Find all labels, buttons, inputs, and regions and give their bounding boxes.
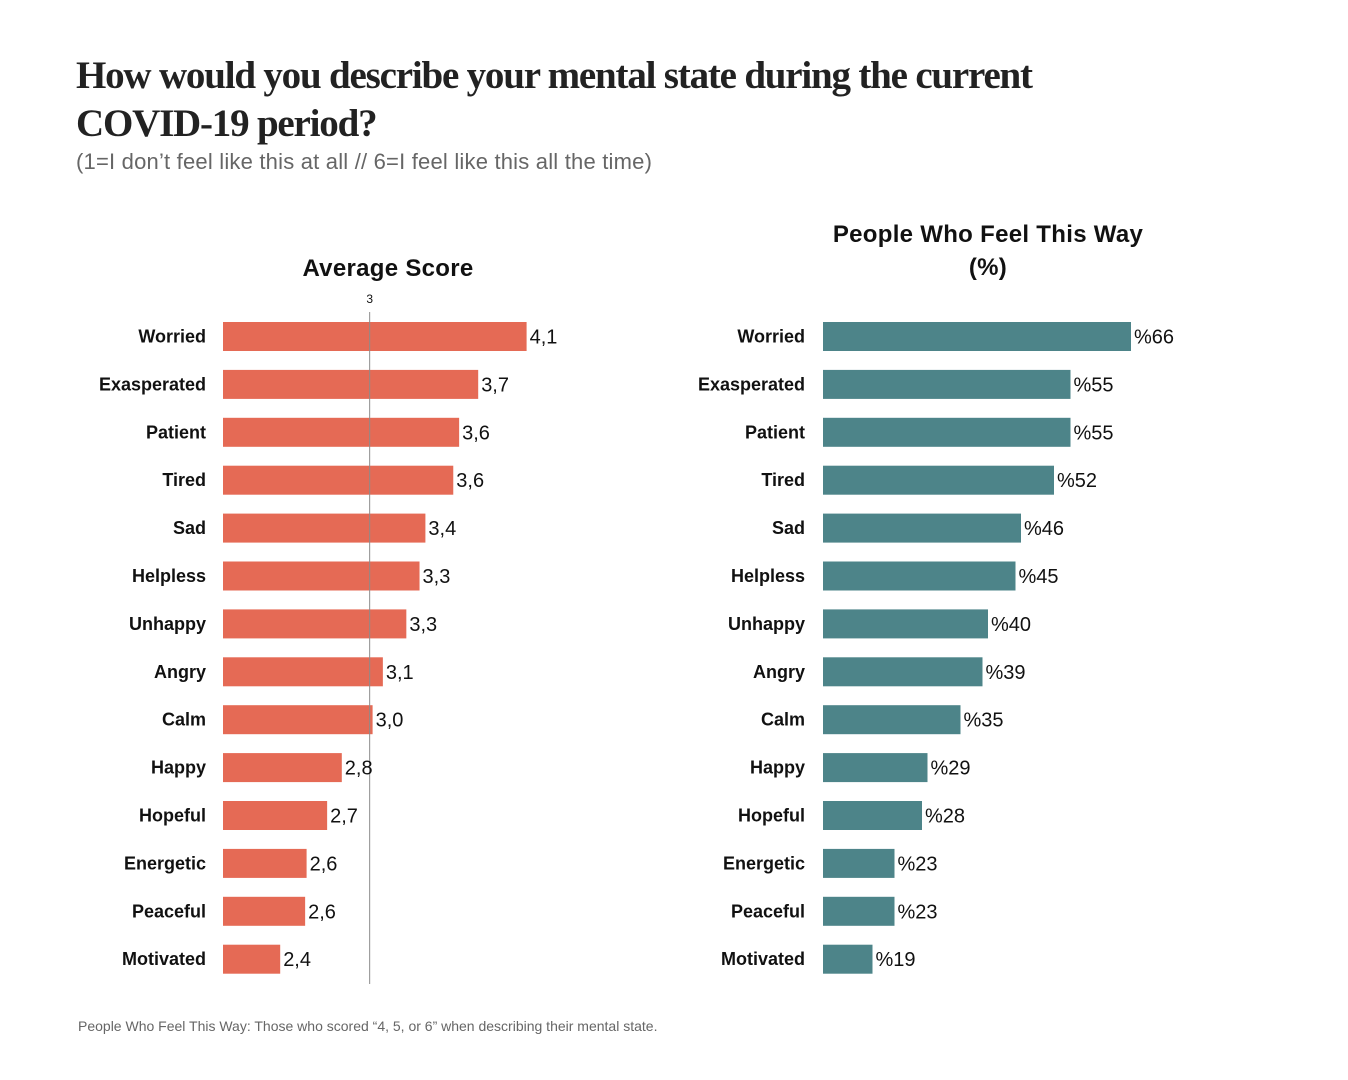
avg-bar [223, 753, 342, 783]
avg-bar [223, 513, 426, 543]
pct-bar [823, 322, 1131, 351]
pct-category-label: Happy [750, 758, 805, 778]
avg-value-label: 2,6 [308, 901, 336, 923]
avg-value-label: 3,6 [456, 470, 484, 492]
pct-category-label: Tired [761, 470, 805, 490]
pct-value-label: %45 [1019, 566, 1059, 588]
footnote: People Who Feel This Way: Those who scor… [78, 1018, 658, 1034]
avg-bar [223, 801, 328, 830]
people-feel-chart-title: People Who Feel This Way (%) [832, 221, 1144, 281]
avg-value-label: 3,3 [423, 566, 451, 588]
avg-bar [223, 369, 479, 399]
avg-value-label: 3,0 [376, 710, 404, 732]
avg-category-label: Worried [138, 327, 206, 347]
avg-bar [223, 561, 420, 591]
avg-value-label: 2,7 [330, 806, 358, 828]
avg-value-label: 2,6 [310, 853, 338, 875]
pct-bar [823, 944, 873, 974]
pct-bar [823, 561, 1016, 591]
pct-value-label: %23 [898, 901, 938, 923]
pct-category-label: Helpless [731, 566, 805, 586]
pct-value-label: %55 [1074, 422, 1114, 444]
pct-value-label: %52 [1057, 470, 1097, 492]
avg-bar [223, 848, 307, 878]
avg-value-label: 3,1 [386, 662, 414, 684]
pct-category-label: Calm [761, 710, 805, 730]
pct-category-label: Angry [753, 662, 805, 682]
avg-category-label: Peaceful [132, 901, 206, 921]
avg-value-label: 2,8 [345, 758, 373, 780]
pct-bar [823, 465, 1054, 495]
avg-category-label: Angry [154, 662, 206, 682]
pct-value-label: %40 [991, 614, 1031, 636]
pct-category-label: Unhappy [728, 614, 805, 634]
avg-bar [223, 322, 527, 351]
pct-category-label: Sad [772, 518, 805, 538]
avg-category-label: Motivated [122, 949, 206, 969]
pct-category-label: Patient [745, 422, 805, 442]
reference-line-label: 3 [366, 292, 373, 306]
avg-value-label: 4,1 [530, 327, 558, 349]
avg-value-label: 3,3 [409, 614, 437, 636]
pct-value-label: %55 [1074, 374, 1114, 396]
avg-bar [223, 657, 383, 687]
avg-value-label: 3,4 [428, 518, 456, 540]
pct-value-label: %66 [1134, 327, 1174, 349]
pct-bar [823, 657, 983, 687]
pct-bar [823, 609, 988, 639]
page-subtitle: (1=I don’t feel like this at all // 6=I … [76, 149, 653, 174]
avg-bar [223, 417, 460, 447]
avg-category-label: Helpless [132, 566, 206, 586]
avg-category-label: Sad [173, 518, 206, 538]
pct-value-label: %19 [876, 949, 916, 971]
pct-category-label: Energetic [723, 853, 805, 873]
avg-bar [223, 944, 281, 974]
avg-value-label: 2,4 [283, 949, 311, 971]
avg-category-label: Unhappy [129, 614, 206, 634]
avg-category-label: Happy [151, 758, 206, 778]
average-score-chart-title: Average Score [302, 255, 474, 282]
pct-value-label: %29 [931, 758, 971, 780]
avg-category-label: Tired [162, 470, 206, 490]
pct-bar [823, 369, 1071, 399]
avg-category-label: Hopeful [139, 806, 206, 826]
pct-bar [823, 513, 1021, 543]
avg-category-label: Energetic [124, 853, 206, 873]
pct-category-label: Worried [737, 327, 805, 347]
pct-category-label: Exasperated [698, 374, 805, 394]
avg-bar [223, 465, 454, 495]
pct-value-label: %23 [898, 853, 938, 875]
avg-bar [223, 896, 306, 926]
pct-bar [823, 753, 928, 783]
avg-value-label: 3,7 [481, 374, 509, 396]
pct-category-label: Motivated [721, 949, 805, 969]
pct-bar [823, 896, 895, 926]
avg-category-label: Calm [162, 710, 206, 730]
pct-value-label: %28 [925, 806, 965, 828]
pct-bar [823, 417, 1071, 447]
pct-bar [823, 801, 922, 830]
page-title: How would you describe your mental state… [76, 54, 1033, 145]
pct-value-label: %46 [1024, 518, 1064, 540]
pct-category-label: Hopeful [738, 806, 805, 826]
pct-value-label: %39 [986, 662, 1026, 684]
avg-bar [223, 609, 407, 639]
pct-value-label: %35 [964, 710, 1004, 732]
pct-bar [823, 848, 895, 878]
avg-category-label: Exasperated [99, 374, 206, 394]
pct-bar [823, 705, 961, 735]
avg-category-label: Patient [146, 422, 206, 442]
avg-bar [223, 705, 373, 735]
pct-category-label: Peaceful [731, 901, 805, 921]
avg-value-label: 3,6 [462, 422, 490, 444]
